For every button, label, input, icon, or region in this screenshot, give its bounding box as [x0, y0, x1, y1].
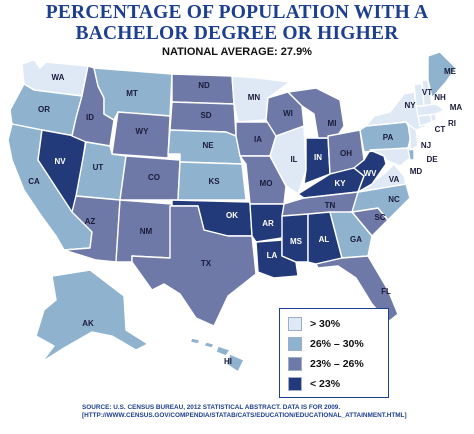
label-WV: WV — [364, 169, 378, 178]
legend-swatch — [288, 377, 302, 391]
label-MI: MI — [328, 119, 337, 128]
source-line-1: SOURCE: U.S. CENSUS BUREAU, 2012 STATIST… — [82, 404, 341, 411]
label-ND: ND — [198, 81, 210, 90]
label-LA: LA — [267, 251, 278, 260]
label-CO: CO — [148, 173, 160, 182]
label-HI: HI — [224, 357, 232, 366]
legend-label: < 23% — [310, 378, 341, 390]
label-RI: RI — [448, 119, 456, 128]
label-WY: WY — [136, 127, 150, 136]
state-AK — [35, 269, 149, 363]
legend-item: < 23% — [288, 377, 340, 391]
label-IL: IL — [290, 155, 297, 164]
label-NE: NE — [202, 141, 214, 150]
legend-label: 26% – 30% — [310, 338, 364, 350]
state-ME — [427, 51, 457, 99]
label-FL: FL — [381, 287, 391, 296]
legend-item: > 30% — [288, 317, 340, 331]
state-WY — [111, 111, 171, 159]
label-MN: MN — [248, 93, 261, 102]
legend: > 30% 26% – 30% 23% – 26% < 23% — [279, 308, 389, 398]
label-AR: AR — [262, 219, 274, 228]
label-NJ: NJ — [421, 141, 431, 150]
label-CT: CT — [435, 125, 446, 134]
label-VT: VT — [422, 88, 432, 97]
label-UT: UT — [93, 163, 104, 172]
label-OH: OH — [340, 149, 352, 158]
legend-swatch — [288, 337, 302, 351]
legend-swatch — [288, 357, 302, 371]
label-IN: IN — [314, 153, 322, 162]
label-MD: MD — [410, 167, 423, 176]
label-WI: WI — [283, 109, 293, 118]
label-MA: MA — [450, 103, 463, 112]
label-IA: IA — [254, 135, 262, 144]
label-ME: ME — [444, 67, 457, 76]
label-VA: VA — [389, 175, 400, 184]
label-TN: TN — [325, 201, 336, 210]
legend-swatch — [288, 317, 302, 331]
label-MS: MS — [290, 237, 303, 246]
label-NV: NV — [54, 157, 66, 166]
label-TX: TX — [201, 259, 212, 268]
label-CA: CA — [28, 177, 40, 186]
title-line-2: BACHELOR DEGREE OR HIGHER — [75, 23, 399, 44]
label-MT: MT — [126, 89, 138, 98]
label-NH: NH — [434, 93, 446, 102]
state-KS — [177, 161, 247, 201]
label-NC: NC — [388, 195, 400, 204]
state-AR — [249, 203, 285, 243]
legend-item: 23% – 26% — [288, 357, 364, 371]
label-WA: WA — [52, 73, 65, 82]
label-MO: MO — [260, 179, 273, 188]
label-NY: NY — [404, 101, 416, 110]
state-NH — [421, 79, 433, 107]
label-NM: NM — [140, 227, 153, 236]
label-AK: AK — [82, 319, 94, 328]
state-MA — [415, 103, 445, 117]
label-SC: SC — [374, 213, 385, 222]
map-title: PERCENTAGE OF POPULATION WITH A BACHELOR… — [0, 2, 474, 44]
label-GA: GA — [350, 235, 362, 244]
state-TX — [131, 205, 257, 327]
state-WV — [353, 149, 387, 193]
label-ID: ID — [86, 113, 94, 122]
label-KS: KS — [208, 177, 220, 186]
legend-label: 23% – 26% — [310, 358, 364, 370]
label-SD: SD — [200, 111, 211, 120]
legend-label: > 30% — [310, 318, 341, 330]
label-OR: OR — [38, 105, 50, 114]
label-OK: OK — [226, 211, 238, 220]
state-HI — [189, 337, 245, 373]
label-AZ: AZ — [85, 217, 96, 226]
legend-item: 26% – 30% — [288, 337, 364, 351]
label-KY: KY — [334, 179, 346, 188]
title-line-1: PERCENTAGE OF POPULATION WITH A — [45, 2, 429, 23]
source-note: SOURCE: U.S. CENSUS BUREAU, 2012 STATIST… — [82, 404, 407, 420]
label-AL: AL — [319, 235, 330, 244]
label-PA: PA — [383, 133, 394, 142]
source-line-2: [HTTP://WWW.CENSUS.GOV/COMPENDIA/STATAB/… — [82, 412, 407, 419]
label-DE: DE — [426, 155, 438, 164]
national-average: NATIONAL AVERAGE: 27.9% — [162, 46, 312, 58]
